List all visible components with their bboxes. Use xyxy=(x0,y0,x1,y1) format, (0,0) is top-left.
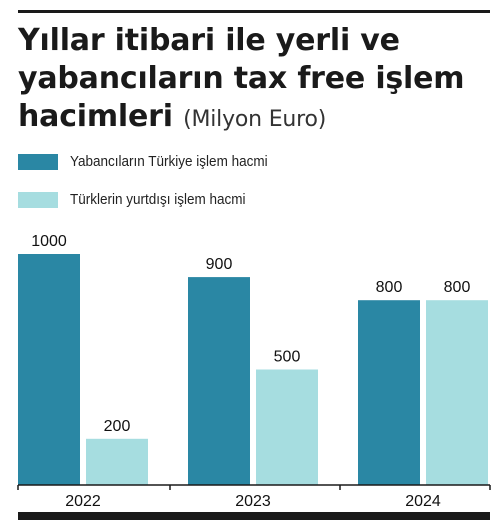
legend-swatch-series-1 xyxy=(18,154,58,170)
bar-2022-series-1 xyxy=(18,254,80,485)
bar-2024-series-1 xyxy=(358,300,420,485)
legend-swatch-series-2 xyxy=(18,192,58,208)
title-main: Yıllar itibari ile yerli ve yabancıların… xyxy=(18,23,465,134)
title-unit: (Milyon Euro) xyxy=(183,107,327,132)
legend-label-series-2: Türklerin yurtdışı işlem hacmi xyxy=(70,191,246,208)
bar-2022-series-2 xyxy=(86,438,148,485)
value-label-2022-series-2: 200 xyxy=(104,418,131,435)
value-label-2023-series-2: 500 xyxy=(274,349,301,366)
legend-label-series-1: Yabancıların Türkiye işlem hacmi xyxy=(70,153,268,170)
x-tick-label-2022: 2022 xyxy=(65,493,101,510)
bar-2023-series-1 xyxy=(188,277,250,485)
x-tick-label-2023: 2023 xyxy=(235,493,271,510)
bottom-rule xyxy=(18,512,490,520)
top-rule xyxy=(18,10,490,13)
value-label-2022-series-1: 1000 xyxy=(31,233,67,250)
value-label-2024-series-2: 800 xyxy=(444,279,471,296)
chart-title: Yıllar itibari ile yerli ve yabancıların… xyxy=(18,22,498,139)
bar-2023-series-2 xyxy=(256,369,318,485)
x-tick-label-2024: 2024 xyxy=(405,493,441,510)
bar-2024-series-2 xyxy=(426,300,488,485)
value-label-2024-series-1: 800 xyxy=(376,279,403,296)
value-label-2023-series-1: 900 xyxy=(206,256,233,273)
